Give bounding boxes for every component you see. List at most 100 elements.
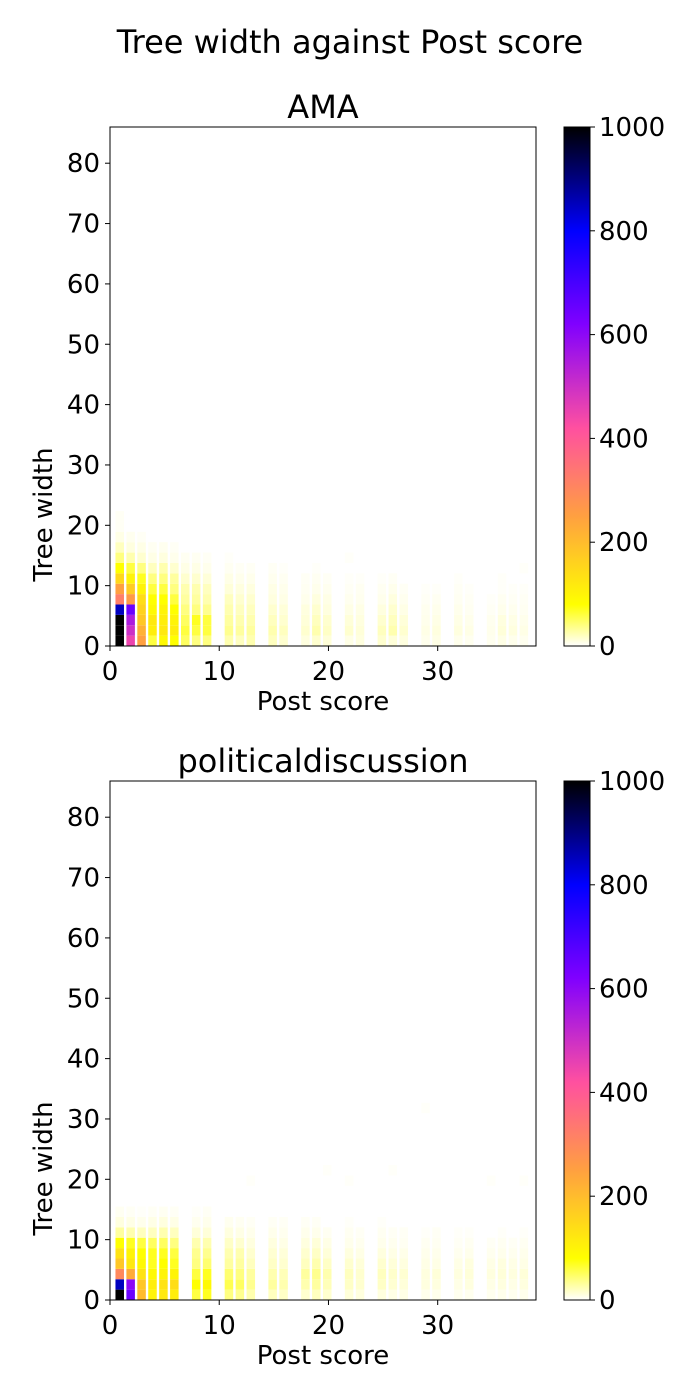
heatmap-cell xyxy=(126,1248,135,1259)
colorbar-tick-label: 400 xyxy=(599,1078,649,1108)
heatmap-cell xyxy=(344,1216,354,1228)
heatmap-cell xyxy=(301,583,310,595)
heatmap-cell xyxy=(519,635,529,646)
heatmap-cell xyxy=(126,1227,135,1238)
y-tick-label: 70 xyxy=(67,864,100,894)
heatmap-cell xyxy=(268,583,277,595)
heatmap-cell xyxy=(159,1248,168,1259)
heatmap-cell xyxy=(465,625,474,636)
heatmap-cell xyxy=(170,1279,179,1290)
plot-frame xyxy=(109,780,537,1301)
heatmap-cell xyxy=(202,614,212,626)
heatmap-cell xyxy=(301,1289,310,1300)
heatmap-cell xyxy=(137,594,146,605)
heatmap-cell xyxy=(137,614,146,626)
colorbar-tick-label: 800 xyxy=(599,217,649,247)
heatmap-cell xyxy=(377,1227,387,1238)
heatmap-cell xyxy=(126,604,135,615)
heatmap-cell xyxy=(421,1102,430,1114)
heatmap-cell xyxy=(388,1289,398,1300)
heatmap-cell xyxy=(355,1268,365,1280)
heatmap-cell xyxy=(191,1279,201,1290)
heatmap-cell xyxy=(170,625,179,636)
heatmap-cell xyxy=(115,614,124,626)
heatmap-cell xyxy=(421,1237,430,1249)
heatmap-cell xyxy=(137,583,146,595)
heatmap-cell xyxy=(268,1248,277,1259)
heatmap-cell xyxy=(465,604,474,615)
heatmap-cell xyxy=(224,1268,234,1280)
heatmap-cell xyxy=(388,614,398,626)
heatmap-cell xyxy=(399,1237,408,1249)
heatmap-cell xyxy=(421,1289,430,1300)
heatmap-cell xyxy=(126,1216,135,1228)
heatmap-cell xyxy=(497,1289,507,1300)
heatmap-cell xyxy=(115,562,124,574)
heatmap-cell xyxy=(465,1268,474,1280)
heatmap-cell xyxy=(268,635,277,646)
heatmap-cell xyxy=(497,635,507,646)
heatmap-cell xyxy=(159,562,168,574)
heatmap-cell xyxy=(202,573,212,584)
heatmap-cell xyxy=(159,583,168,595)
colorbar-tick-label: 200 xyxy=(599,1182,649,1212)
heatmap-cell xyxy=(301,1279,310,1290)
heatmap-cell xyxy=(388,583,398,595)
heatmap-cell xyxy=(323,604,332,615)
heatmap-cell xyxy=(246,1237,256,1249)
heatmap-cell xyxy=(191,1206,201,1217)
heatmap-cell xyxy=(148,1268,157,1280)
heatmap-cell xyxy=(312,573,321,584)
heatmap-cell xyxy=(235,573,245,584)
heatmap-cell xyxy=(170,583,179,595)
heatmap-cell xyxy=(399,625,408,636)
heatmap-cell xyxy=(224,552,234,563)
heatmap-cell xyxy=(508,604,518,615)
heatmap-cell xyxy=(159,594,168,605)
colorbar xyxy=(563,780,591,1301)
y-tick-label: 70 xyxy=(67,210,100,240)
heatmap-cell xyxy=(344,1227,354,1238)
heatmap-cell xyxy=(279,1279,288,1290)
heatmap-cell xyxy=(279,625,288,636)
heatmap-cell xyxy=(486,1175,496,1186)
heatmap-cell xyxy=(454,604,463,615)
heatmap-cell xyxy=(454,625,463,636)
heatmap-cell xyxy=(279,1216,288,1228)
heatmap-cell xyxy=(126,635,135,646)
heatmap-cell xyxy=(388,635,398,646)
heatmap-cell xyxy=(115,635,124,646)
y-tick-label: 40 xyxy=(67,391,100,421)
heatmap-cell xyxy=(224,1289,234,1300)
heatmap-cell xyxy=(279,1289,288,1300)
heatmap-cell xyxy=(301,625,310,636)
heatmap-cell xyxy=(126,1279,135,1290)
heatmap-cell xyxy=(115,1237,124,1249)
heatmap-cell xyxy=(170,614,179,626)
heatmap-cell xyxy=(246,1175,256,1186)
heatmap-cell xyxy=(137,1279,146,1290)
heatmap-cell xyxy=(519,1227,529,1238)
heatmap-cell xyxy=(486,594,496,605)
y-tick-label: 50 xyxy=(67,330,100,360)
y-tick-label: 80 xyxy=(67,149,100,179)
heatmap-cell xyxy=(312,1237,321,1249)
heatmap-cell xyxy=(148,635,157,646)
heatmap-cell xyxy=(432,594,441,605)
heatmap-cell xyxy=(126,1237,135,1249)
heatmap-cell xyxy=(137,562,146,574)
heatmap-cell xyxy=(148,583,157,595)
y-tick-label: 40 xyxy=(67,1045,100,1075)
heatmap-cell xyxy=(224,1216,234,1228)
panel-politicaldiscussion: politicaldiscussion 0 10 20 30 0 10 20 30 40 50 60 7… xyxy=(29,742,665,1371)
heatmap-cell xyxy=(246,604,256,615)
heatmap-cell xyxy=(323,1279,332,1290)
heatmap-cell xyxy=(268,1289,277,1300)
heatmap-cell xyxy=(508,1268,518,1280)
heatmap-cell xyxy=(148,1206,157,1217)
heatmap-cell xyxy=(421,594,430,605)
heatmap-cell xyxy=(202,1206,212,1217)
heatmap-cell xyxy=(191,583,201,595)
heatmap-cell xyxy=(235,1216,245,1228)
